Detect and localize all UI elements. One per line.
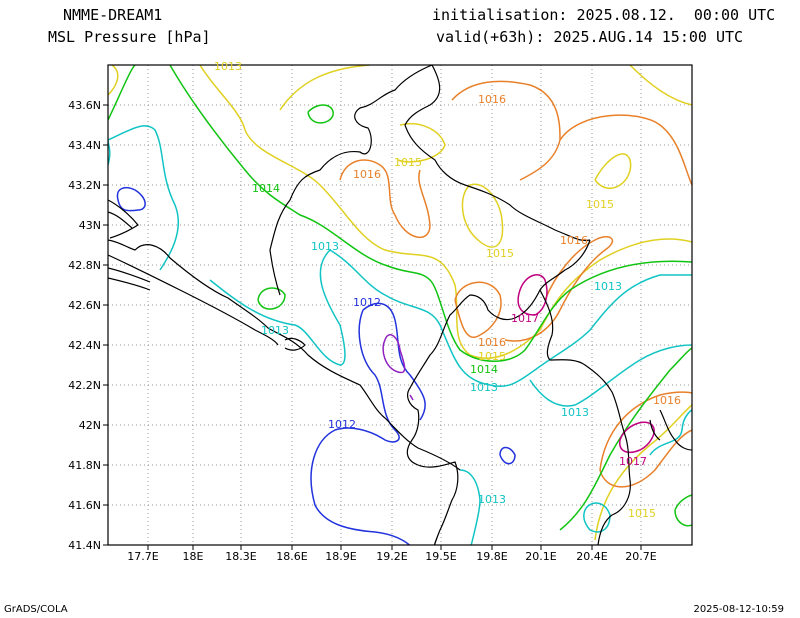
lat-label: 42.6N xyxy=(68,299,101,312)
contour-label: 1017 xyxy=(619,455,647,468)
footer-timestamp: 2025-08-12-10:59 xyxy=(693,604,784,615)
footer-credit: GrADS/COLA xyxy=(4,604,68,615)
contour-label: 1013 xyxy=(594,280,622,293)
init-time: initialisation: 2025.08.12. 00:00 UTC xyxy=(432,6,776,24)
lon-label: 19.5E xyxy=(425,550,456,563)
variable-title: MSL Pressure [hPa] xyxy=(48,28,211,46)
lon-axis-labels: 17.7E 18E 18.3E 18.6E 18.9E 19.2E 19.5E … xyxy=(127,550,656,563)
isobar-1016 xyxy=(339,80,692,488)
contour-label: 1013 xyxy=(470,381,498,394)
isobar-1013 xyxy=(108,125,692,545)
grid xyxy=(108,65,692,545)
contour-label: 1016 xyxy=(478,336,506,349)
contour-label: 1014 xyxy=(252,182,280,195)
lon-label: 18.9E xyxy=(325,550,356,563)
valid-time: valid(+63h): 2025.AUG.14 15:00 UTC xyxy=(436,28,744,46)
model-title: NMME-DREAM1 xyxy=(63,6,163,24)
lon-label: 20.7E xyxy=(625,550,656,563)
lon-label: 19.2E xyxy=(376,550,407,563)
lon-label: 18.3E xyxy=(225,550,256,563)
lon-label: 18E xyxy=(183,550,204,563)
contour-label: 1013 xyxy=(311,240,339,253)
lat-label: 43N xyxy=(79,219,101,232)
lat-label: 43.6N xyxy=(68,99,101,112)
contour-label: 1015 xyxy=(586,198,614,211)
contour-label: 1012 xyxy=(328,418,356,431)
contour-label: 1017 xyxy=(511,312,539,325)
lon-label: 20.4E xyxy=(576,550,607,563)
lat-label: 42.2N xyxy=(68,379,101,392)
isobar-1012 xyxy=(116,187,516,545)
contour-label: 1013 xyxy=(261,324,289,337)
contour-label: 1012 xyxy=(353,296,381,309)
lon-label: 17.7E xyxy=(127,550,158,563)
lat-label: 42.8N xyxy=(68,259,101,272)
lat-label: 41.4N xyxy=(68,539,101,552)
contour-label: 1013 xyxy=(214,60,242,73)
contour-label: 1016 xyxy=(353,168,381,181)
ticks xyxy=(103,104,642,550)
isobar-1015 xyxy=(108,65,692,541)
contour-label: 1014 xyxy=(470,363,498,376)
lon-label: 18.6E xyxy=(276,550,307,563)
contour-label: 1016 xyxy=(653,394,681,407)
lon-label: 20.1E xyxy=(525,550,556,563)
isobar-1017 xyxy=(382,274,655,453)
contour-label: 1016 xyxy=(560,234,588,247)
lat-label: 41.8N xyxy=(68,459,101,472)
contour-label: 1015 xyxy=(628,507,656,520)
contour-labels: 1013 1016 1015 1016 1014 1015 1016 1013 … xyxy=(214,60,681,520)
contour-label: 1013 xyxy=(478,493,506,506)
lat-label: 42N xyxy=(79,419,101,432)
lat-axis-labels: 43.6N 43.4N 43.2N 43N 42.8N 42.6N 42.4N … xyxy=(68,99,101,552)
lat-label: 43.2N xyxy=(68,179,101,192)
lat-label: 42.4N xyxy=(68,339,101,352)
contour-label: 1015 xyxy=(486,247,514,260)
lon-label: 19.8E xyxy=(476,550,507,563)
contour-label: 1013 xyxy=(561,406,589,419)
contour-label: 1016 xyxy=(478,93,506,106)
isobar-1014 xyxy=(108,65,692,531)
contour-label: 1015 xyxy=(478,350,506,363)
lat-label: 43.4N xyxy=(68,139,101,152)
coastline-borders xyxy=(108,65,692,545)
contour-label: 1015 xyxy=(394,156,422,169)
lat-label: 41.6N xyxy=(68,499,101,512)
